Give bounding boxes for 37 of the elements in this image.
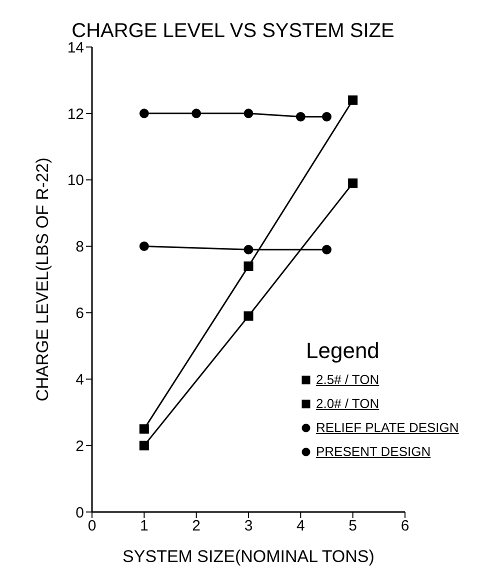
point	[348, 95, 358, 105]
point	[139, 440, 149, 450]
y-tick-label: 2	[76, 438, 84, 455]
point	[348, 178, 358, 188]
x-tick-label: 4	[296, 518, 305, 535]
point	[296, 112, 306, 122]
legend-label: PRESENT DESIGN	[316, 444, 431, 459]
y-tick-label: 12	[67, 106, 84, 123]
y-tick-label: 8	[76, 238, 84, 256]
x-tick-label: 2	[192, 518, 201, 535]
legend-label: 2.5# / TON	[316, 372, 380, 387]
x-tick-label: 0	[88, 518, 96, 535]
legend-title: Legend	[306, 338, 380, 364]
legend-label: 2.0# / TON	[316, 396, 380, 411]
y-tick-label: 10	[67, 172, 84, 190]
x-tick-label: 5	[348, 518, 358, 535]
point	[322, 112, 332, 122]
legend-label: RELIEF PLATE DESIGN	[316, 420, 459, 435]
x-axis-title: SYSTEM SIZE(NOMINAL TONS)	[122, 547, 374, 566]
y-tick-label: 4	[76, 371, 84, 388]
x-tick-label: 3	[244, 518, 253, 535]
x-tick-label: 6	[400, 518, 410, 535]
point	[244, 108, 254, 118]
point	[139, 108, 149, 118]
point	[244, 311, 254, 321]
point	[139, 242, 149, 252]
y-tick-label: 0	[76, 504, 84, 522]
y-axis-title: CHARGE LEVEL(LBS OF R-22)	[33, 158, 52, 402]
point	[322, 244, 332, 254]
chart-title: CHARGE LEVEL VS SYSTEM SIZE	[70, 20, 396, 42]
point	[244, 261, 254, 271]
x-tick-label: 1	[140, 518, 148, 535]
point	[192, 108, 202, 118]
y-tick-label: 14	[67, 39, 84, 56]
point	[139, 424, 149, 434]
point	[244, 244, 254, 254]
y-tick-label: 6	[76, 305, 84, 322]
